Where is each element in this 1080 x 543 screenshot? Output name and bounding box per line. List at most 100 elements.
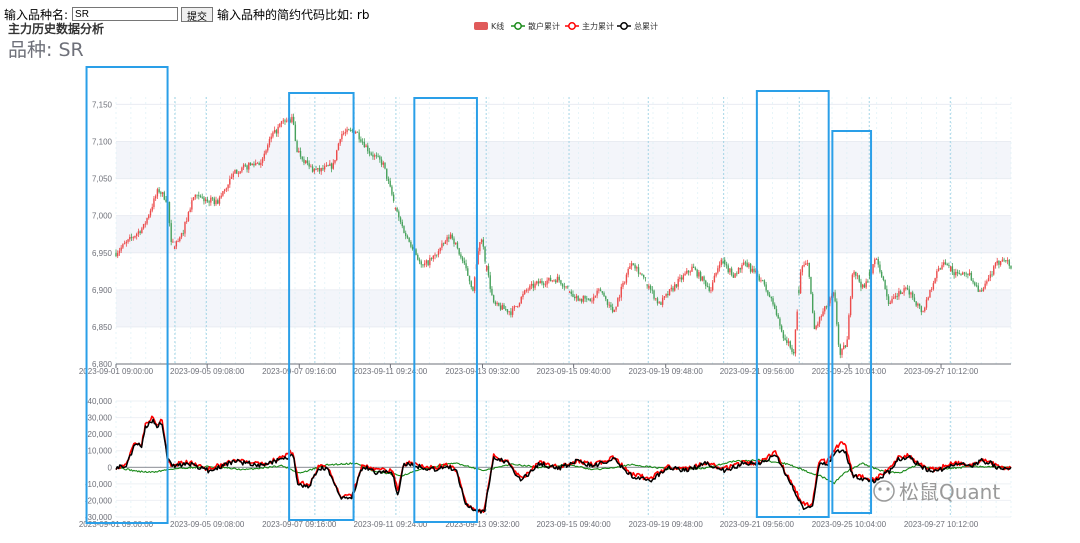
candle-body bbox=[601, 291, 604, 293]
candle-body bbox=[220, 195, 222, 198]
candle-body bbox=[815, 325, 817, 330]
candle-body bbox=[423, 263, 426, 266]
candle-body bbox=[920, 306, 923, 313]
candle-body bbox=[530, 283, 533, 286]
price-y-tick: 7,100 bbox=[92, 138, 113, 147]
candle-body bbox=[246, 165, 248, 170]
candle-body bbox=[422, 264, 424, 266]
candle-body bbox=[965, 273, 967, 275]
candle-body bbox=[1006, 260, 1009, 262]
candle-body bbox=[230, 176, 233, 179]
candle-body bbox=[153, 198, 155, 207]
candle-body bbox=[710, 290, 712, 292]
candle-body bbox=[510, 311, 512, 315]
candle-body bbox=[874, 259, 876, 265]
candle-body bbox=[668, 289, 671, 296]
candle-body bbox=[286, 120, 288, 122]
candle-body bbox=[194, 194, 197, 198]
candle-body bbox=[520, 296, 522, 304]
candle-body bbox=[955, 271, 957, 276]
price-x-tick: 2023-09-13 09:32:00 bbox=[445, 367, 520, 376]
candle-body bbox=[953, 272, 955, 276]
candle-body bbox=[260, 162, 262, 166]
candle-body bbox=[496, 302, 498, 305]
candle-body bbox=[341, 133, 343, 140]
legend-icon-circle bbox=[568, 22, 576, 30]
candle-body bbox=[384, 162, 386, 169]
candle-body bbox=[915, 301, 917, 306]
candle-body bbox=[453, 238, 455, 244]
candle-body bbox=[203, 197, 205, 202]
candle-body bbox=[980, 290, 983, 292]
candle-body bbox=[506, 309, 509, 313]
legend-icon-circle bbox=[620, 22, 628, 30]
candle-body bbox=[701, 276, 704, 281]
submit-button[interactable]: 提交 bbox=[181, 6, 214, 23]
flow-x-tick: 2023-09-15 09:40:00 bbox=[536, 520, 611, 529]
price-x-tick: 2023-09-25 10:04:00 bbox=[812, 367, 887, 376]
candle-body bbox=[120, 247, 122, 251]
candle-body bbox=[480, 239, 483, 243]
candle-body bbox=[394, 208, 397, 209]
price-y-tick: 7,000 bbox=[92, 212, 113, 221]
candle-body bbox=[591, 300, 593, 302]
candle-body bbox=[648, 285, 650, 289]
candle-body bbox=[532, 283, 535, 288]
candle-body bbox=[553, 280, 555, 282]
candle-body bbox=[518, 303, 521, 306]
price-x-tick: 2023-09-15 09:40:00 bbox=[536, 367, 611, 376]
candle-body bbox=[501, 304, 503, 310]
candle-body bbox=[229, 178, 231, 185]
candle-body bbox=[211, 197, 214, 199]
candle-body bbox=[565, 286, 567, 288]
legend-icon-circle bbox=[514, 22, 522, 30]
candle-body bbox=[344, 132, 347, 134]
candle-body bbox=[348, 129, 350, 131]
candle-body bbox=[292, 116, 295, 125]
candle-body bbox=[908, 289, 910, 295]
candle-body bbox=[903, 288, 905, 293]
candle-body bbox=[956, 271, 959, 274]
candle-body bbox=[575, 296, 578, 299]
candle-body bbox=[736, 273, 738, 275]
candle-body bbox=[941, 265, 943, 270]
candle-body bbox=[672, 287, 674, 291]
candle-body bbox=[115, 252, 117, 257]
candle-body bbox=[912, 292, 914, 298]
flow-y-tick: 20,000 bbox=[88, 430, 113, 439]
candle-body bbox=[318, 168, 321, 172]
candle-body bbox=[732, 274, 735, 278]
price-x-tick: 2023-09-05 09:08:00 bbox=[170, 367, 245, 376]
candle-body bbox=[755, 270, 757, 272]
candle-body bbox=[537, 281, 540, 284]
candle-body bbox=[893, 297, 895, 299]
candle-body bbox=[929, 289, 931, 298]
variety-input[interactable] bbox=[72, 7, 179, 21]
price-y-tick: 6,850 bbox=[92, 323, 113, 332]
candle-body bbox=[123, 243, 126, 245]
candle-body bbox=[698, 272, 700, 277]
candle-body bbox=[748, 263, 750, 267]
candle-body bbox=[1005, 260, 1007, 262]
candle-body bbox=[479, 242, 481, 252]
candle-body bbox=[351, 130, 353, 131]
candle-body bbox=[901, 292, 904, 294]
candle-body bbox=[449, 234, 452, 239]
candle-body bbox=[1003, 259, 1005, 261]
candle-body bbox=[751, 268, 754, 272]
candle-body bbox=[244, 164, 247, 166]
candle-body bbox=[772, 298, 774, 305]
candle-body bbox=[605, 296, 607, 300]
candle-body bbox=[282, 120, 284, 122]
price-x-tick: 2023-09-19 09:48:00 bbox=[629, 367, 704, 376]
candle-body bbox=[487, 266, 490, 276]
candle-body bbox=[556, 276, 559, 283]
candle-body bbox=[272, 132, 274, 137]
flow-y-tick: 40,000 bbox=[88, 397, 113, 406]
candle-body bbox=[177, 241, 179, 242]
candle-body bbox=[924, 307, 926, 312]
candle-body bbox=[779, 318, 781, 326]
candle-body bbox=[999, 260, 1002, 265]
candle-body bbox=[142, 224, 145, 229]
